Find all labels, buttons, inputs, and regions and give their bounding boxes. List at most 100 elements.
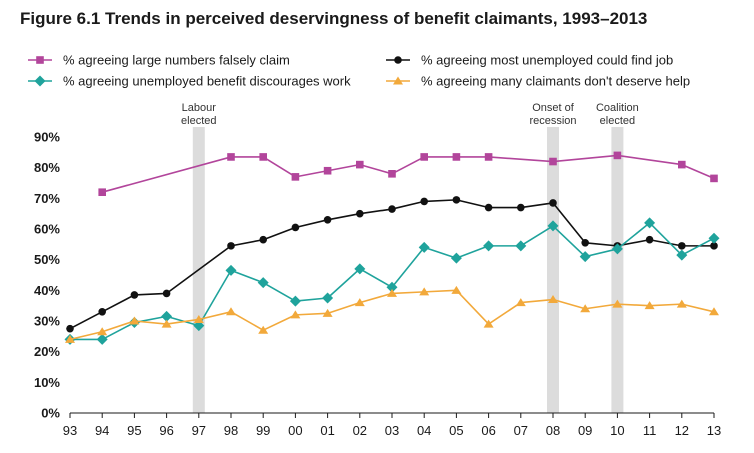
y-tick-label: 20% — [34, 344, 60, 359]
data-point — [356, 160, 364, 169]
y-tick-label: 0% — [41, 406, 60, 421]
data-point — [98, 308, 106, 316]
data-point — [193, 314, 204, 323]
annotation-label: Labour — [182, 102, 217, 114]
data-point — [515, 298, 526, 307]
data-point — [289, 295, 301, 307]
annotation-label: Onset of — [532, 102, 575, 114]
series-layer — [64, 151, 720, 345]
x-tick-label: 04 — [417, 423, 431, 438]
data-point — [387, 288, 397, 297]
x-tick-label: 96 — [159, 423, 173, 438]
y-tick-label: 90% — [34, 130, 60, 145]
data-point — [322, 308, 333, 317]
series-line — [69, 199, 714, 330]
legend-item: % agreeing many claimants don't deserve … — [386, 74, 690, 89]
data-point — [676, 299, 687, 308]
x-tick-label: 98 — [224, 423, 238, 438]
x-tick-label: 03 — [385, 423, 399, 438]
series-line — [101, 154, 715, 193]
data-point — [225, 264, 237, 276]
data-point — [388, 205, 396, 213]
series-square — [98, 151, 718, 196]
data-point — [708, 232, 720, 244]
x-tick-label: 94 — [95, 423, 109, 438]
x-tick-label: 08 — [546, 423, 560, 438]
data-point — [227, 242, 235, 250]
data-point — [678, 160, 686, 169]
data-point — [65, 334, 75, 343]
data-point — [710, 174, 718, 183]
x-tick-label: 02 — [353, 423, 367, 438]
data-point — [580, 304, 591, 313]
data-point — [644, 301, 655, 310]
data-point — [483, 319, 494, 328]
data-point — [451, 285, 462, 294]
data-point — [420, 153, 428, 161]
data-point — [548, 295, 558, 304]
legend-item: % agreeing unemployed benefit discourage… — [28, 74, 351, 89]
legend-label: % agreeing most unemployed could find jo… — [421, 53, 673, 68]
legend-marker — [394, 56, 402, 64]
y-tick-label: 30% — [34, 314, 60, 329]
data-point — [645, 235, 654, 244]
x-tick-label: 00 — [288, 423, 302, 438]
x-tick-label: 13 — [707, 423, 721, 438]
legend-item: % agreeing large numbers falsely claim — [28, 53, 290, 68]
data-point — [323, 166, 332, 175]
annotation-label: Coalition — [596, 102, 639, 114]
data-point — [162, 289, 171, 298]
data-point — [419, 287, 430, 296]
data-point — [483, 240, 495, 252]
x-tick-label: 95 — [127, 423, 141, 438]
series-circle — [66, 196, 718, 333]
data-point — [130, 291, 139, 299]
data-point — [323, 216, 332, 224]
data-point — [354, 298, 365, 307]
data-point — [226, 307, 236, 316]
x-tick-label: 12 — [675, 423, 689, 438]
data-point — [259, 235, 268, 244]
data-point — [322, 292, 334, 304]
x-tick-label: 01 — [320, 423, 334, 438]
legend-label: % agreeing unemployed benefit discourage… — [63, 74, 351, 89]
data-point — [258, 325, 269, 334]
data-point — [611, 243, 623, 255]
x-tick-label: 11 — [643, 423, 657, 438]
x-tick-label: 97 — [192, 423, 206, 438]
data-point — [259, 153, 267, 161]
legend: % agreeing large numbers falsely claim % … — [28, 53, 690, 89]
legend-label: % agreeing many claimants don't deserve … — [421, 74, 690, 89]
legend-marker — [34, 75, 46, 87]
data-point — [290, 310, 301, 319]
annotation-label: recession — [529, 115, 576, 127]
data-point — [97, 327, 108, 336]
series-triangle — [65, 285, 719, 343]
x-tick-label: 99 — [256, 423, 270, 438]
annotation-band — [547, 127, 559, 413]
data-point — [547, 220, 559, 232]
data-point — [388, 170, 396, 178]
legend-marker — [36, 56, 44, 64]
y-tick-label: 10% — [34, 375, 60, 390]
data-point — [676, 249, 688, 261]
data-point — [129, 316, 140, 325]
data-point — [96, 333, 108, 345]
data-point — [227, 153, 235, 161]
data-point — [291, 223, 300, 232]
data-point — [386, 281, 398, 293]
x-tick-label: 06 — [481, 423, 495, 438]
data-point — [710, 242, 718, 250]
data-point — [484, 153, 493, 161]
data-point — [161, 319, 172, 328]
data-point — [98, 188, 106, 196]
data-point — [613, 151, 622, 160]
chart-title: Figure 6.1 Trends in perceived deserving… — [20, 9, 648, 28]
y-tick-label: 50% — [34, 252, 60, 267]
x-tick-label: 93 — [63, 423, 77, 438]
data-point — [709, 307, 719, 316]
data-point — [452, 153, 461, 161]
legend-item: % agreeing most unemployed could find jo… — [386, 53, 673, 68]
data-point — [356, 209, 364, 218]
